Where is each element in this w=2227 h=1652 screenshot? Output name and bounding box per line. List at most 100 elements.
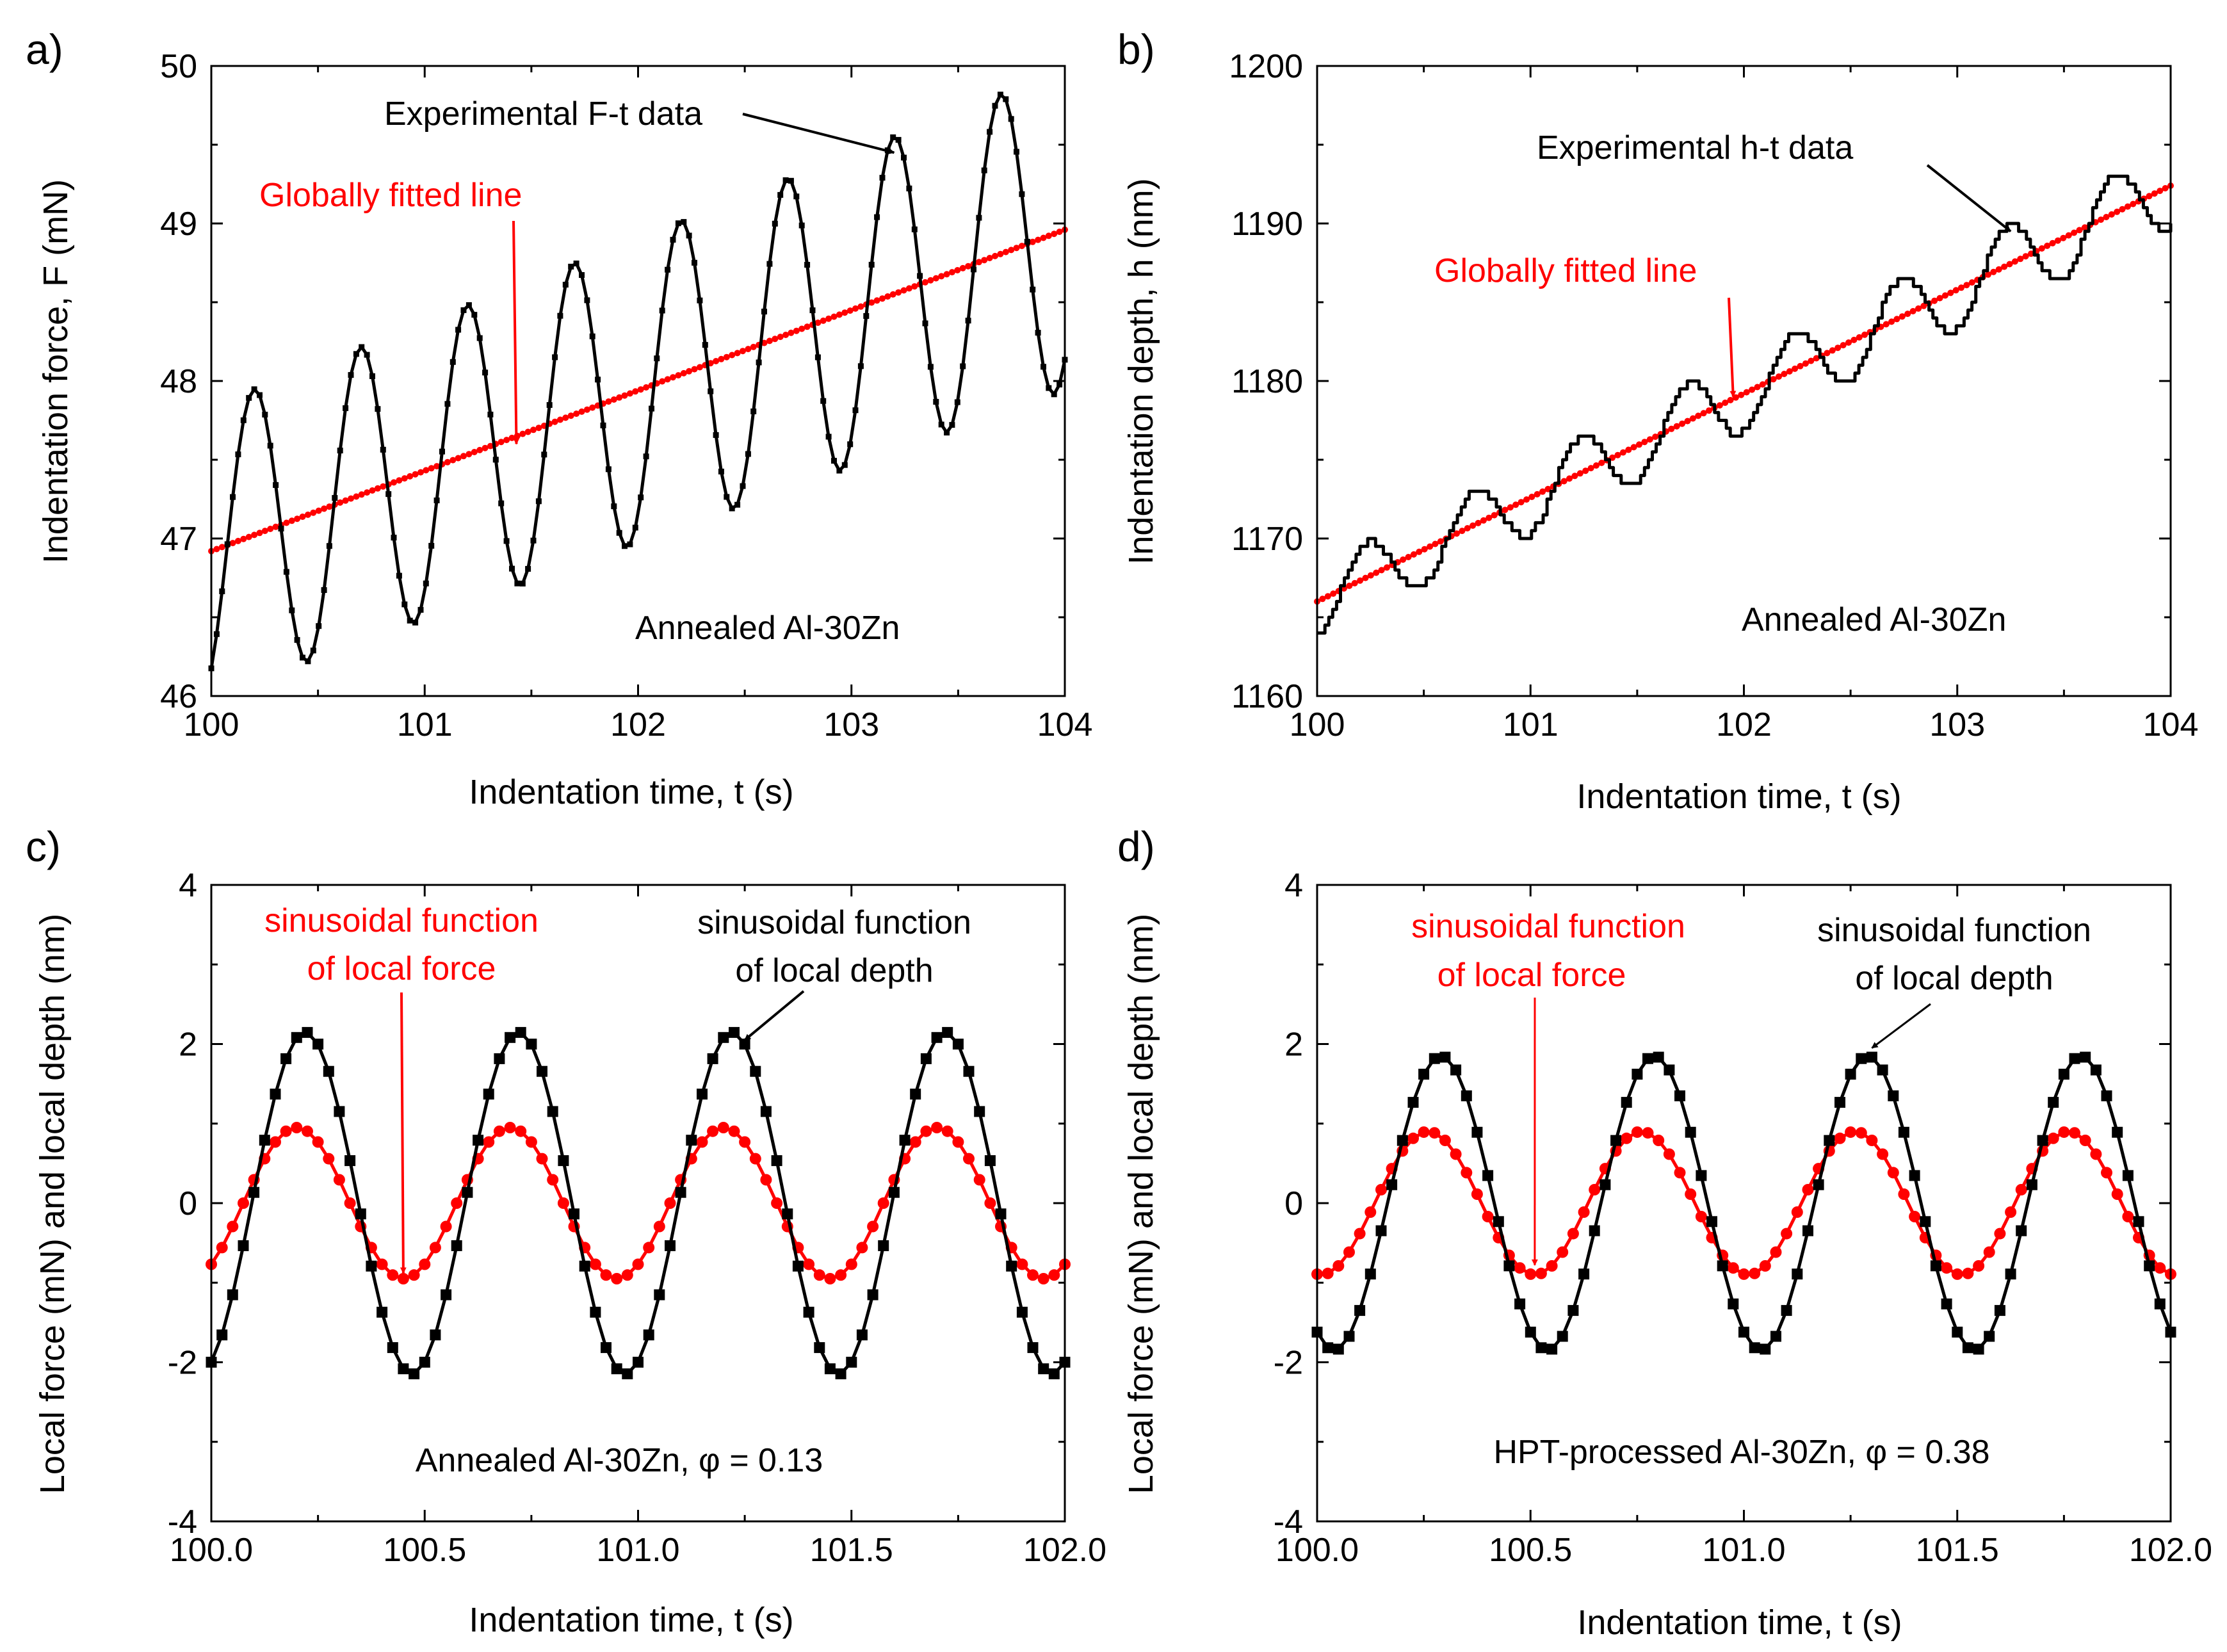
panel-a-letter: a) [26,26,63,73]
panel-c-series-0-point [995,1208,1007,1220]
panel-c-series-0-point [494,1053,505,1064]
panel-a-series-1-point [965,263,972,270]
panel-a-series-0-point [423,580,429,587]
panel-c-series-0-point [622,1368,633,1380]
panel-a-series-0-point [750,409,757,414]
panel-a-series-0-point [729,505,735,512]
panel-a-series-1-point [782,332,790,338]
panel-a-series-0-point [954,399,960,405]
panel-a-series-0-point [240,417,247,423]
panel-b-series-1-point [1700,410,1707,417]
panel-b-series-1-point [2103,214,2110,220]
panel-a-series-0-point [938,421,944,428]
panel-a-series-1-point [932,275,939,282]
panel-c-series-0-point [824,1363,836,1375]
panel-b-series-1-point [2119,206,2126,213]
panel-c-series-1-point [984,1197,996,1209]
panel-c-series-0-point [547,1106,558,1117]
panel-a: a) 100 101 102 103 104 46 47 48 49 50 In… [26,26,1092,811]
panel-d-series-1-point [1738,1268,1750,1280]
panel-d-series-0-point [1717,1260,1728,1272]
panel-a-series-0-point [949,422,955,428]
panel-a-series-1-point [713,358,720,364]
panel-a-series-0-point [681,219,687,225]
panel-a-ytick-label: 49 [160,206,197,243]
panel-d-series-1-point [2015,1184,2027,1195]
panel-a-series-1-point [466,451,473,458]
panel-a-series-1-point [1051,231,1058,238]
panel-a-series-0-point [348,372,354,378]
panel-a-series-1-point [213,546,220,553]
panel-c-series-0-point [974,1106,985,1117]
panel-b-series-1-point [1673,423,1680,430]
panel-c-series-0-point [441,1289,452,1300]
panel-c-series-1-point [600,1269,612,1281]
panel-b-series-1-point [1689,415,1696,422]
panel-a-series-1-point [433,463,441,470]
panel-a-series-0-point [1057,382,1063,388]
panel-c-series-1-point [483,1136,495,1148]
panel-d-series-0-point [2026,1179,2037,1190]
panel-b-series-1-point [1808,357,1815,364]
panel-d-ytick-label: -2 [1274,1345,1303,1382]
panel-c-series-1-point [717,1122,729,1133]
panel-d-series-1-point [1877,1148,1889,1160]
panel-d-series-1-point [1375,1184,1387,1195]
panel-a-series-0-point [724,494,730,500]
panel-c-series-1-point [333,1174,345,1186]
panel-b-series-1-point [2022,253,2029,260]
panel-d-ylabel: Local force (mN) and local depth (nm) [1122,914,1160,1494]
panel-b-series-1-point [2065,232,2072,239]
panel-d-series-0-point [2058,1069,2069,1080]
panel-b-xtick-label: 104 [2143,706,2199,743]
panel-a-series-0-point [213,631,220,637]
panel-d-xlabel: Indentation time, t (s) [1577,1603,1902,1642]
panel-b-series-1-point [1614,451,1621,458]
panel-b-series-1-point [1346,582,1353,589]
panel-a-series-1-point [562,414,569,421]
panel-d-ytick-label: 2 [1284,1026,1303,1064]
panel-d-series-1-point [1642,1127,1654,1139]
panel-d-series-1-point [1994,1227,2006,1240]
panel-a-series-0-point [868,261,875,268]
panel-d-series-0-point [1952,1326,1963,1338]
panel-a-series-0-point [417,606,424,613]
panel-b-series-1-point [1920,302,1927,309]
panel-a-series-0-point [466,302,472,308]
panel-c-series-1-point [493,1125,505,1137]
panel-a-series-0-point [396,572,402,579]
panel-a-series-1-point [981,257,988,264]
panel-b-series-1-point [2130,200,2137,207]
panel-d-series-1-point [1450,1148,1462,1160]
panel-a-ytick-label: 50 [160,48,197,85]
panel-a-series-1-point [680,369,687,377]
panel-b-series-1-point [1995,266,2002,273]
panel-a-series-1-point [444,458,451,466]
panel-b-ytick-label: 1170 [1231,521,1303,558]
panel-c-series-1-line [209,1126,1066,1281]
panel-a-xtick-label: 103 [823,706,879,743]
panel-b-series-1-point [1384,564,1390,571]
panel-a-series-1-point [321,505,328,512]
panel-d-series-0-point [1930,1260,1941,1272]
panel-d-annotation-depth-line2: of local depth [1855,960,2053,997]
panel-d-series-0-point [2090,1064,2101,1076]
panel-d-series-1-point [1685,1188,1697,1200]
panel-a-series-0-point [573,260,579,266]
panel-a-series-1-point [315,507,322,514]
panel-a-series-1-point [1056,229,1063,235]
panel-c-series-0-point [750,1065,761,1077]
panel-a-series-1-point [852,305,859,312]
panel-d-series-1-point [1770,1246,1782,1258]
panel-b-series-1-point [1958,284,1964,291]
panel-d-series-1-point [1535,1267,1547,1279]
panel-b-series-1-point [2146,193,2153,200]
panel-c-series-0-point [697,1089,708,1100]
panel-c-series-0-point [526,1039,537,1050]
panel-b-series-1-point [1351,579,1358,587]
panel-d-series-0-point [1503,1260,1515,1272]
panel-a-series-0-point [965,318,971,324]
panel-a-series-0-line [209,93,1067,669]
panel-d-series-1-point [1354,1227,1366,1240]
panel-c-series-1-point [632,1258,644,1270]
